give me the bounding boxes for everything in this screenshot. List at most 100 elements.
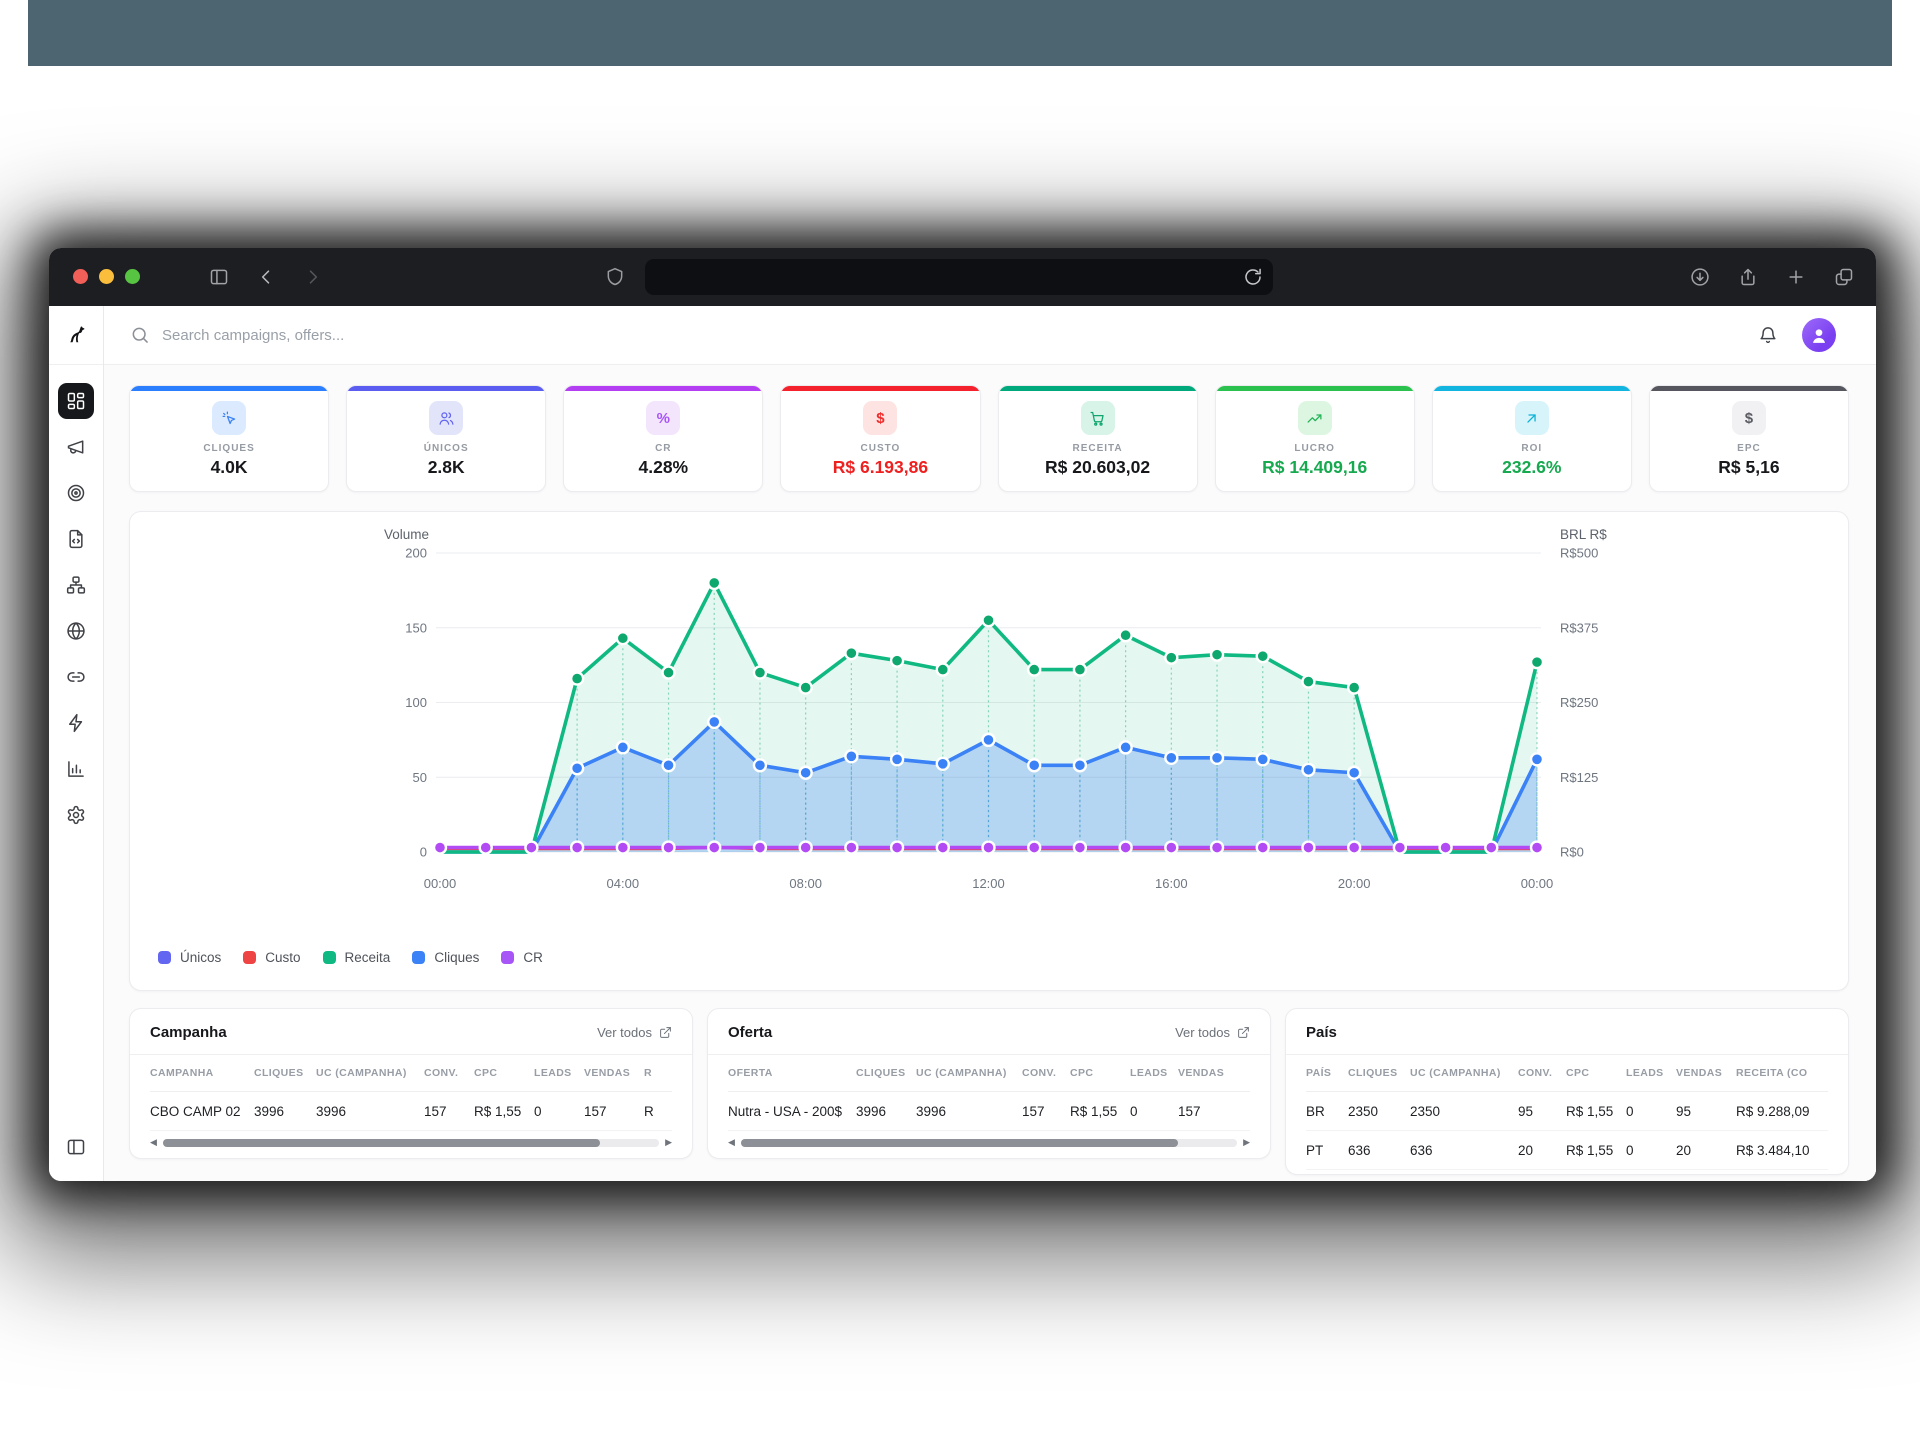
right-axis-title: BRL R$ [1560, 527, 1607, 542]
ver-todos-link[interactable]: Ver todos [1175, 1025, 1250, 1040]
table-row[interactable]: PT 636 636 20 R$ 1,55 0 20 R$ 3.484,10 [1306, 1131, 1828, 1170]
table-card-campanha: Campanha Ver todos CAMPANHA CLIQUES UC (CAMP… [129, 1008, 693, 1159]
table-header-row: CAMPANHA CLIQUES UC (CAMPANHA) CONV. CPC LEAD… [150, 1055, 672, 1092]
traffic-lights [73, 269, 140, 284]
sidebar-item-dashboard[interactable] [58, 383, 94, 419]
legend-item-únicos[interactable]: Únicos [158, 950, 221, 965]
scroll-right-arrow[interactable]: ▶ [1243, 1137, 1250, 1147]
x-axis-tick: 00:00 [424, 876, 457, 891]
search-icon [130, 325, 150, 345]
table-cell: 2350 [1410, 1103, 1441, 1119]
app-logo[interactable] [49, 306, 103, 365]
globe-icon [66, 621, 86, 641]
summary-tables-row: Campanha Ver todos CAMPANHA CLIQUES UC (CAMP… [129, 1008, 1849, 1175]
table-cell: PT [1306, 1142, 1324, 1158]
column-header: LEADS [1130, 1067, 1168, 1079]
kpi-card-custo: $ CUSTO R$ 6.193,86 [780, 385, 981, 492]
legend-item-custo[interactable]: Custo [243, 950, 301, 965]
sidebar-item-sitemap[interactable] [58, 567, 94, 603]
sidebar-item-target[interactable] [58, 475, 94, 511]
column-header: UC (CAMPANHA) [916, 1067, 1007, 1079]
table-cell: R$ 1,55 [1070, 1103, 1118, 1119]
table-row[interactable]: BR 2350 2350 95 R$ 1,55 0 95 R$ 9.288,09 [1306, 1092, 1828, 1131]
user-avatar[interactable] [1802, 318, 1836, 352]
legend-item-cliques[interactable]: Cliques [412, 950, 479, 965]
app-sidebar [49, 306, 104, 1181]
kpi-accent-bar [998, 386, 1197, 391]
sidebar-item-zap[interactable] [58, 705, 94, 741]
table-title: País [1306, 1024, 1337, 1041]
legend-item-receita[interactable]: Receita [322, 950, 391, 965]
reload-icon[interactable] [1243, 267, 1263, 287]
search-input[interactable] [162, 326, 582, 344]
table-row[interactable]: Nutra - USA - 200$ 3996 3996 157 R$ 1,55 0 157 [728, 1092, 1250, 1131]
column-header: CAMPANHA [150, 1067, 214, 1079]
kpi-value: 4.0K [210, 457, 248, 477]
dog-logo-icon [66, 325, 86, 345]
right-axis-tick: R$125 [1560, 770, 1598, 785]
scrollbar-track[interactable] [162, 1138, 660, 1147]
back-icon[interactable] [256, 267, 276, 287]
legend-label: Únicos [180, 950, 222, 965]
table-title: Oferta [728, 1024, 773, 1041]
table-cell: 95 [1676, 1103, 1692, 1119]
right-axis-tick: R$250 [1560, 695, 1598, 710]
scroll-left-arrow[interactable]: ◀ [728, 1137, 735, 1147]
sidebar-item-megaphone[interactable] [58, 429, 94, 465]
table-cell: 3996 [316, 1103, 347, 1119]
sidebar-item-settings[interactable] [58, 797, 94, 833]
sidebar-collapse-button[interactable] [58, 1129, 94, 1165]
legend-label: Receita [344, 950, 391, 965]
scrollbar-thumb[interactable] [162, 1138, 600, 1147]
scroll-left-arrow[interactable]: ◀ [150, 1137, 157, 1147]
download-icon[interactable] [1690, 267, 1710, 287]
cursor-click-icon [221, 410, 238, 427]
column-header: CLIQUES [856, 1067, 906, 1079]
notifications-bell-icon[interactable] [1758, 325, 1778, 345]
ver-todos-link[interactable]: Ver todos [597, 1025, 672, 1040]
table-cell: 20 [1676, 1142, 1692, 1158]
kpi-card-cr: % CR 4.28% [563, 385, 764, 492]
table-cell: 3996 [916, 1103, 947, 1119]
new-tab-icon[interactable] [1786, 267, 1806, 287]
sidebar-item-link[interactable] [58, 659, 94, 695]
tabs-icon[interactable] [1834, 267, 1854, 287]
address-bar[interactable] [645, 259, 1273, 295]
kpi-label: EPC [1737, 443, 1761, 454]
cart-icon [1089, 410, 1106, 427]
dashboard-icon [66, 391, 86, 411]
forward-icon[interactable] [303, 267, 323, 287]
scrollbar-track[interactable] [740, 1138, 1238, 1147]
zoom-window-button[interactable] [125, 269, 140, 284]
panel-left-icon[interactable] [209, 267, 229, 287]
sidebar-item-globe[interactable] [58, 613, 94, 649]
left-axis-tick: 200 [405, 546, 427, 561]
sidebar-item-bar-chart[interactable] [58, 751, 94, 787]
legend-label: CR [523, 950, 543, 965]
table-cell: BR [1306, 1103, 1325, 1119]
sidebar-item-file-code[interactable] [58, 521, 94, 557]
dashboard-content: CLIQUES 4.0K ÚNICOS 2.8K% CR 4.28% $ CUSTO R$ 6.… [104, 365, 1876, 1181]
share-icon[interactable] [1738, 267, 1758, 287]
settings-icon [66, 805, 86, 825]
table-cell: R$ 3.484,10 [1736, 1142, 1810, 1158]
kpi-accent-bar [781, 386, 980, 391]
time-series-chart: 0 R$0 50 R$125 100 R$250 150 R$375 200 R$500 Volum… [384, 527, 1607, 891]
left-axis-tick: 0 [420, 845, 427, 860]
legend-label: Custo [265, 950, 301, 965]
kpi-icon-chip [1514, 401, 1549, 435]
scrollbar-thumb[interactable] [740, 1138, 1178, 1147]
column-header: UC (CAMPANHA) [1410, 1067, 1501, 1079]
minimize-window-button[interactable] [99, 269, 114, 284]
scroll-right-arrow[interactable]: ▶ [665, 1137, 672, 1147]
table-cell: 0 [1626, 1142, 1634, 1158]
chart-legend: Únicos Custo Receita Cliques CR [158, 950, 543, 965]
close-window-button[interactable] [73, 269, 88, 284]
left-axis-title: Volume [384, 527, 429, 542]
table-row[interactable]: CBO CAMP 02 3996 3996 157 R$ 1,55 0 157 R [150, 1092, 672, 1131]
right-axis-tick: R$375 [1560, 620, 1598, 635]
legend-item-cr[interactable]: CR [501, 950, 543, 965]
legend-swatch [412, 951, 426, 964]
kpi-icon-chip: $ [863, 401, 898, 435]
